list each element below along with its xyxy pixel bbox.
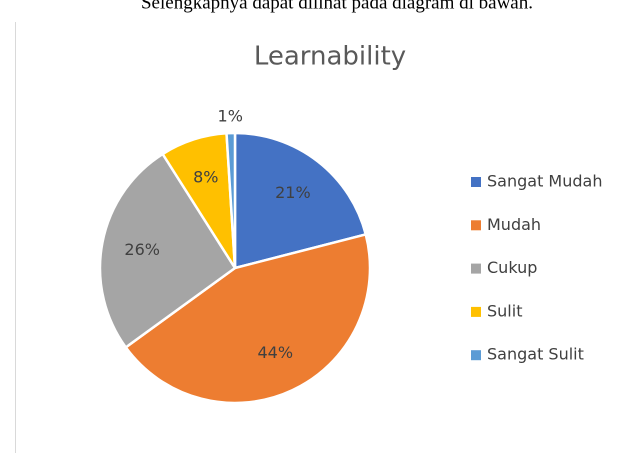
legend-swatch <box>471 177 481 187</box>
legend-swatch <box>471 350 481 361</box>
data-label: 44% <box>257 343 293 362</box>
legend-label: Cukup <box>487 258 537 277</box>
data-label: 26% <box>124 240 160 259</box>
legend-label: Mudah <box>487 215 541 234</box>
pie-slice <box>98 152 237 350</box>
legend-label: Sangat Mudah <box>487 172 602 191</box>
legend-label: Sangat Sulit <box>487 345 584 364</box>
data-label: 1% <box>218 106 243 125</box>
legend-swatch <box>471 306 481 317</box>
pie-slice <box>124 232 372 405</box>
pie-slice <box>225 131 237 269</box>
caption: Selengkapnya dapat dilihat pada diagram … <box>141 0 533 13</box>
pie-slice <box>233 131 368 270</box>
chart-title: Learnability <box>254 42 406 72</box>
legend-label: Sulit <box>487 301 522 320</box>
data-label: 8% <box>193 168 218 187</box>
legend-swatch <box>471 220 481 231</box>
data-label: 21% <box>275 183 311 202</box>
legend-swatch <box>471 263 481 274</box>
